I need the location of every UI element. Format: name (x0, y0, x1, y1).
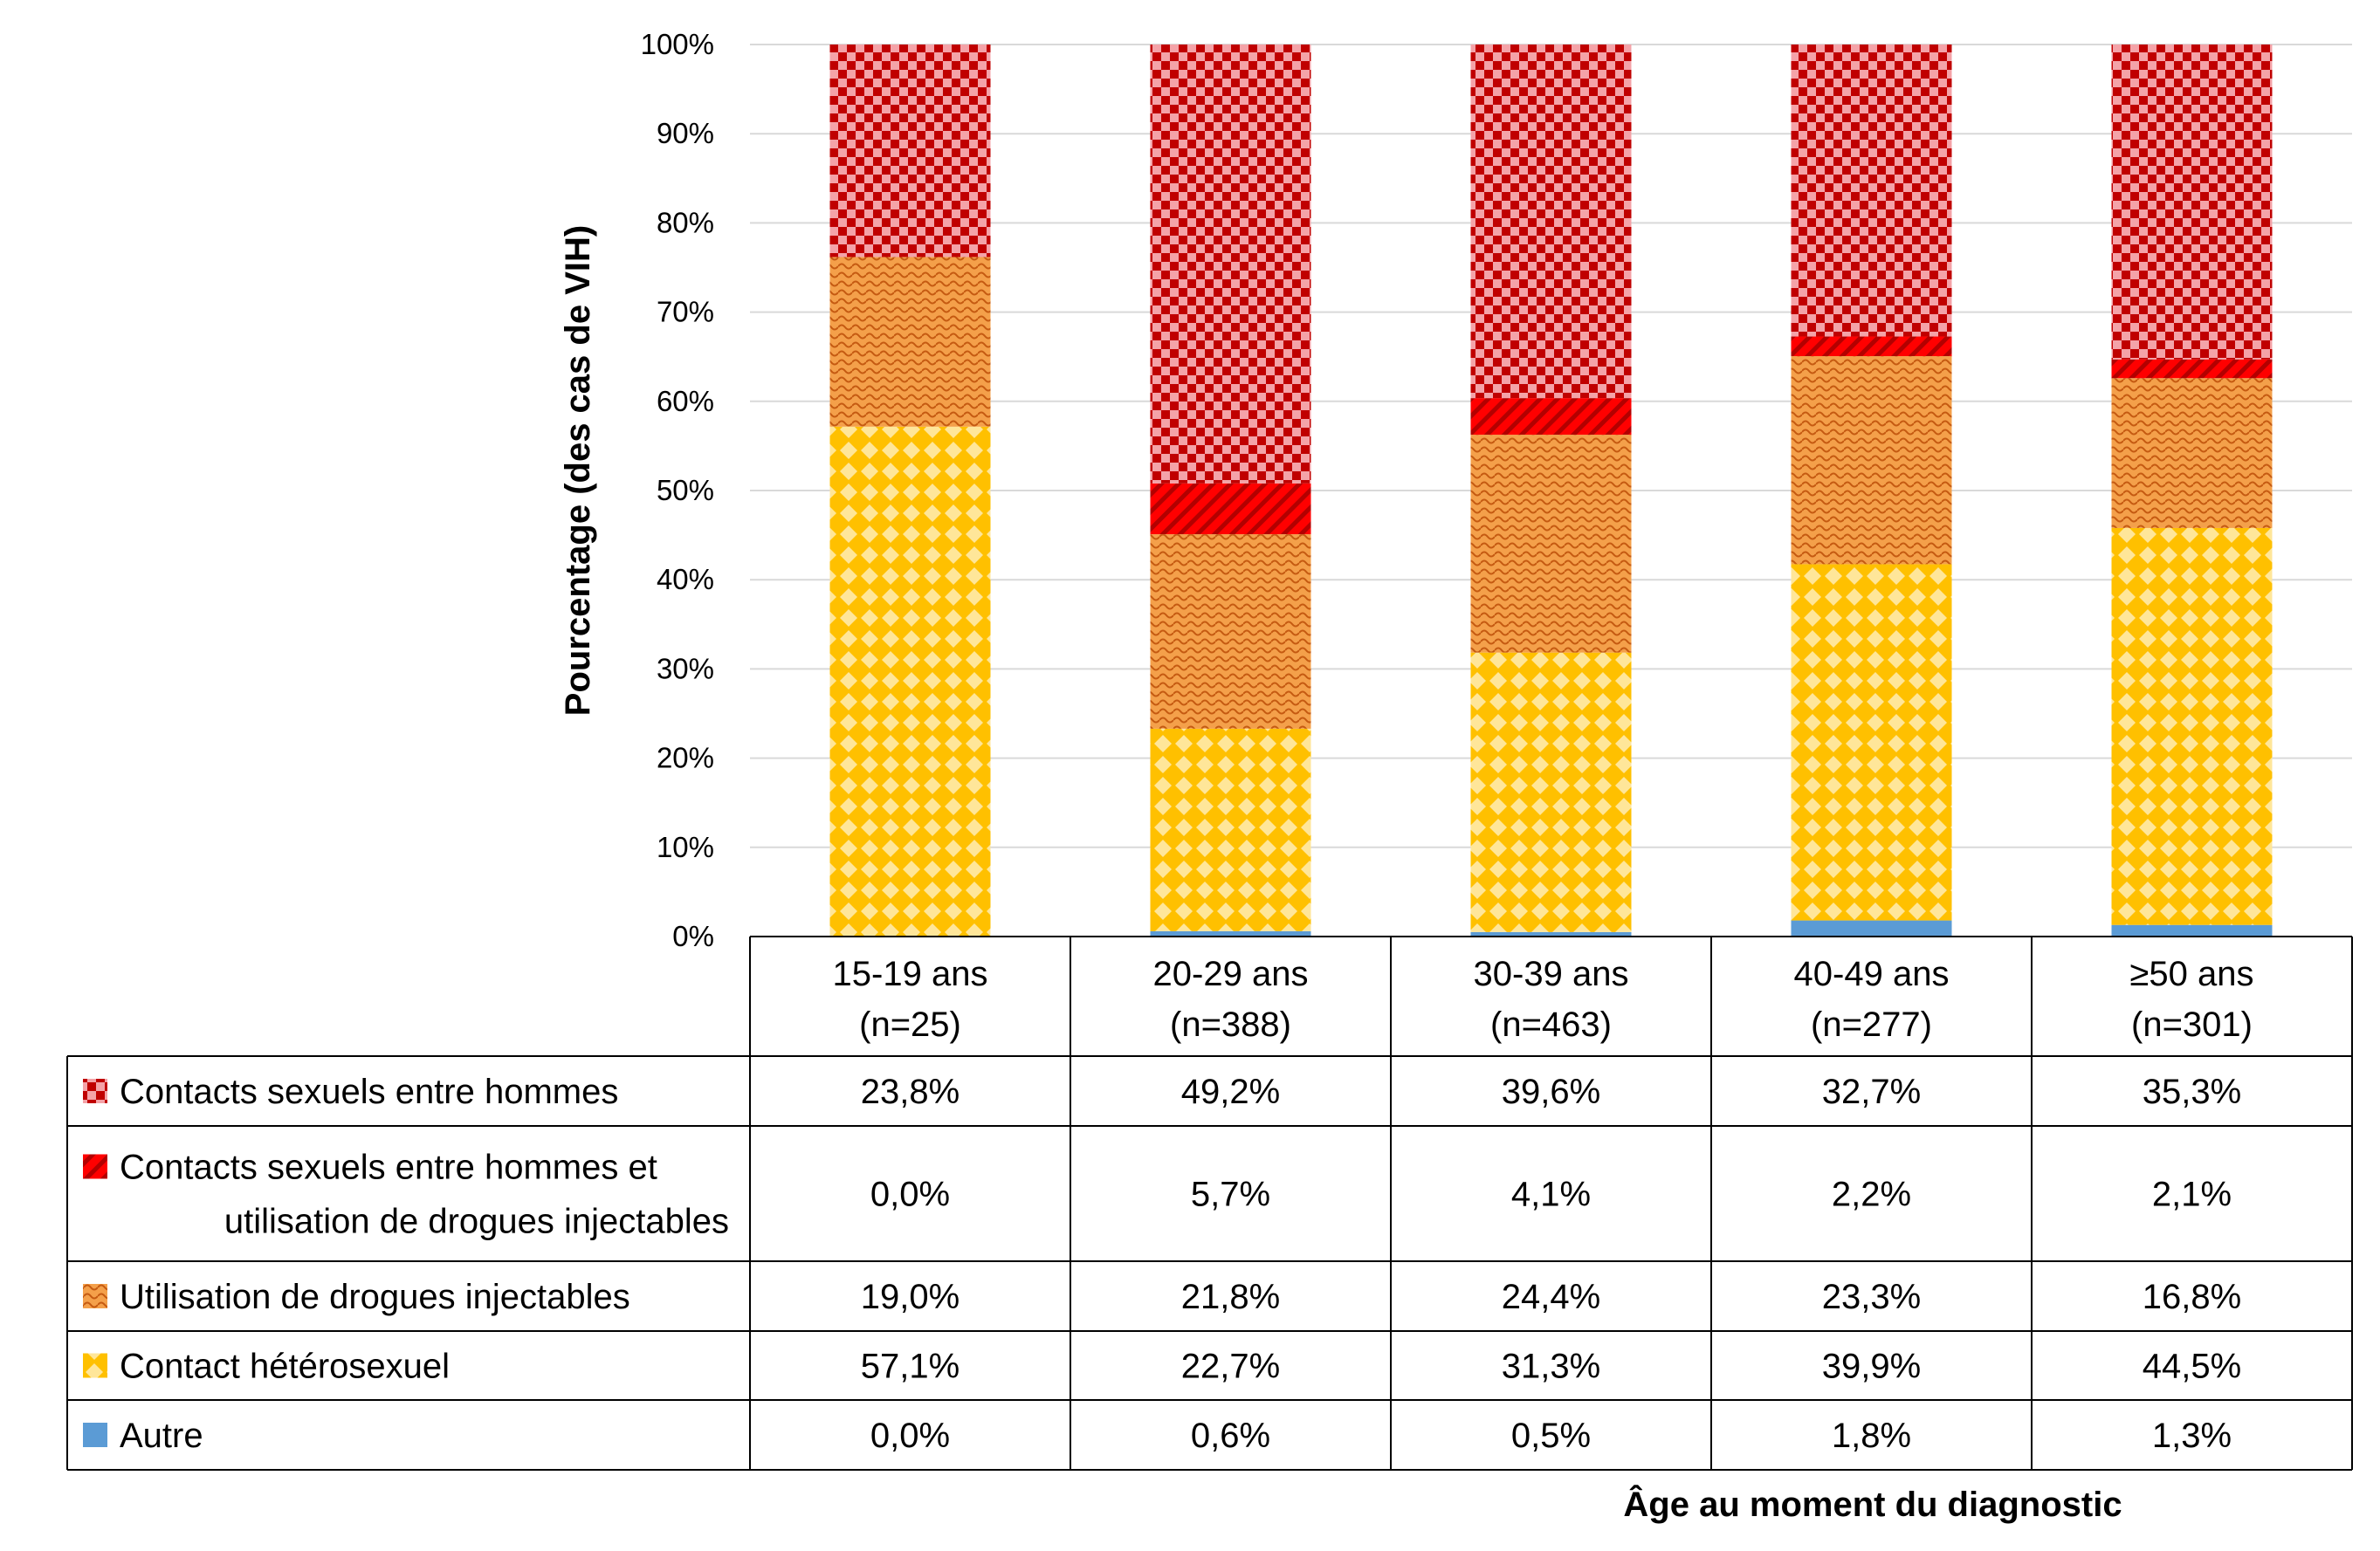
data-label: 32,7% (1822, 1073, 1921, 1111)
legend-swatch (83, 1079, 107, 1103)
data-label: 22,7% (1181, 1348, 1280, 1386)
y-tick-label: 40% (657, 563, 714, 595)
y-tick-label: 70% (657, 296, 714, 328)
bar-segment (1150, 483, 1311, 535)
data-label: 2,2% (1832, 1176, 1911, 1214)
data-label: 24,4% (1502, 1278, 1600, 1316)
category-label: 20-29 ans (1153, 955, 1309, 993)
data-label: 4,1% (1511, 1176, 1591, 1214)
bar-segment (829, 426, 991, 937)
bar-segment (1470, 45, 1632, 399)
legend-swatch (83, 1284, 107, 1308)
data-label: 1,8% (1832, 1417, 1911, 1455)
bar-segment (1791, 45, 1952, 337)
y-tick-label: 80% (657, 206, 714, 238)
data-label: 39,9% (1822, 1348, 1921, 1386)
data-label: 44,5% (2143, 1348, 2241, 1386)
series-label: Utilisation de drogues injectables (120, 1278, 630, 1316)
bar-stacks (829, 45, 2273, 937)
y-tick-label: 10% (657, 831, 714, 863)
legend-swatch (83, 1154, 107, 1179)
bar-segment (1470, 652, 1632, 932)
y-axis-ticks: 0% 10% 20% 30% 40% 50% 60% 70% 80% 90% 100% (641, 28, 714, 952)
bar-segment (1150, 728, 1311, 931)
bar-segment (1470, 931, 1632, 937)
bar-segment (829, 45, 991, 257)
legend-swatch (83, 1423, 107, 1447)
bar-segment (2111, 359, 2273, 379)
bar-segment (1150, 45, 1311, 484)
data-label: 57,1% (861, 1348, 960, 1386)
bar-segment (2111, 924, 2273, 937)
series-label: Autre (120, 1417, 203, 1455)
data-label: 2,1% (2152, 1176, 2232, 1214)
data-label: 23,8% (861, 1073, 960, 1111)
legend-swatch (83, 1353, 107, 1378)
data-label: 0,5% (1511, 1417, 1591, 1455)
bar-segment (1150, 534, 1311, 729)
series-label: utilisation de drogues injectables (224, 1203, 729, 1241)
y-tick-label: 20% (657, 742, 714, 774)
y-tick-label: 60% (657, 385, 714, 417)
series-label: Contact hétérosexuel (120, 1348, 450, 1386)
category-label: 30-39 ans (1474, 955, 1629, 993)
data-label: 35,3% (2143, 1073, 2241, 1111)
data-label: 1,3% (2152, 1417, 2232, 1455)
y-tick-label: 0% (672, 920, 714, 952)
bar-segment (1470, 398, 1632, 436)
bar-segment (829, 257, 991, 427)
series-label: Contacts sexuels entre hommes et (120, 1149, 657, 1187)
category-count: (n=388) (1170, 1005, 1291, 1044)
category-count: (n=25) (859, 1005, 961, 1044)
category-count: (n=463) (1490, 1005, 1612, 1044)
data-table: 15-19 ans (n=25) 20-29 ans (n=388) 30-39 ans… (66, 936, 2353, 1471)
data-label: 16,8% (2143, 1278, 2241, 1316)
bar-segment (1470, 435, 1632, 653)
y-axis-title: Pourcentage (des cas de VIH) (559, 225, 597, 716)
y-tick-label: 100% (641, 28, 714, 60)
bar-segment (2111, 378, 2273, 528)
y-tick-label: 30% (657, 652, 714, 684)
bar-segment (1791, 356, 1952, 565)
category-label: 15-19 ans (833, 955, 988, 993)
data-label: 31,3% (1502, 1348, 1600, 1386)
data-label: 0,0% (870, 1176, 950, 1214)
data-label: 39,6% (1502, 1073, 1600, 1111)
bar-segment (2111, 45, 2273, 360)
bar-segment (1150, 930, 1311, 937)
category-count: (n=301) (2131, 1005, 2253, 1044)
bar-segment (1791, 336, 1952, 357)
data-label: 0,6% (1191, 1417, 1270, 1455)
bar-segment (1791, 564, 1952, 921)
data-label: 49,2% (1181, 1073, 1280, 1111)
data-label: 21,8% (1181, 1278, 1280, 1316)
bar-segment (2111, 527, 2273, 925)
x-axis-title: Âge au moment du diagnostic (1623, 1484, 2122, 1524)
category-label: 40-49 ans (1794, 955, 1950, 993)
data-label: 0,0% (870, 1417, 950, 1455)
data-label: 19,0% (861, 1278, 960, 1316)
y-tick-label: 90% (657, 117, 714, 149)
bar-segment (1791, 920, 1952, 937)
data-label: 23,3% (1822, 1278, 1921, 1316)
series-label: Contacts sexuels entre hommes (120, 1073, 618, 1111)
category-count: (n=277) (1811, 1005, 1932, 1044)
category-label: ≥50 ans (2129, 955, 2253, 993)
y-tick-label: 50% (657, 474, 714, 506)
data-label: 5,7% (1191, 1176, 1270, 1214)
